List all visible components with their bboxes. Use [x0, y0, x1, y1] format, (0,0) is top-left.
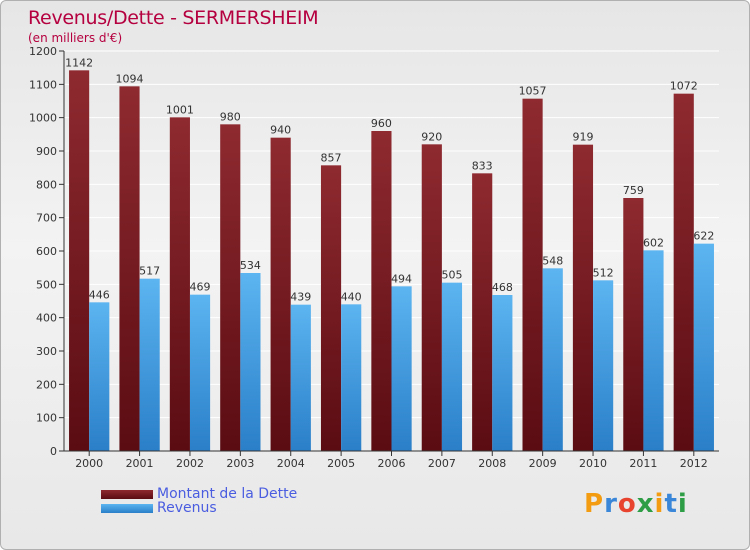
bar-debt	[421, 144, 442, 452]
data-label-revenus: 469	[190, 281, 211, 294]
data-label-revenus: 439	[290, 291, 311, 304]
y-tick-label: 100	[36, 412, 57, 425]
data-label-debt: 1001	[166, 103, 194, 116]
data-label-revenus: 517	[139, 265, 160, 278]
legend-label-revenus: Revenus	[157, 500, 217, 516]
data-label-revenus: 468	[492, 281, 513, 294]
bar-revenus	[139, 278, 160, 451]
logo-letter: P	[584, 489, 605, 519]
x-tick-label: 2012	[680, 457, 708, 470]
y-tick-label: 500	[36, 278, 57, 291]
bar-debt	[220, 124, 241, 451]
bar-debt	[522, 98, 543, 452]
logo-letter: i	[654, 489, 665, 519]
bar-debt	[69, 70, 90, 451]
legend-swatch-debt	[101, 490, 153, 499]
bar-debt	[169, 117, 190, 451]
bar-revenus	[391, 286, 412, 451]
data-label-debt: 960	[371, 117, 392, 130]
x-tick-label: 2007	[428, 457, 456, 470]
y-tick-label: 0	[50, 445, 57, 458]
x-tick-label: 2006	[378, 457, 406, 470]
data-label-revenus: 446	[89, 288, 110, 301]
chart-subtitle: (en milliers d'€)	[28, 31, 123, 45]
bar-revenus	[441, 282, 463, 451]
data-label-debt: 1094	[116, 72, 144, 85]
logo-letter: r	[604, 489, 618, 519]
bar-revenus	[643, 250, 664, 451]
bar-debt	[572, 144, 594, 451]
x-tick-label: 2005	[327, 457, 355, 470]
bar-debt	[320, 165, 342, 452]
x-tick-label: 2008	[478, 457, 506, 470]
bar-debt	[623, 198, 644, 451]
y-tick-label: 1000	[29, 112, 57, 125]
logo-letter: t	[664, 489, 678, 519]
bar-revenus	[542, 268, 563, 451]
data-label-debt: 940	[270, 124, 291, 137]
x-tick-label: 2002	[176, 457, 204, 470]
x-tick-label: 2004	[277, 457, 305, 470]
legend-label-debt: Montant de la Dette	[157, 486, 298, 502]
x-tick-label: 2000	[75, 457, 103, 470]
data-label-revenus: 548	[542, 254, 563, 267]
bar-revenus	[593, 280, 614, 451]
data-label-debt: 1142	[65, 56, 93, 69]
legend-item-revenus: Revenus	[101, 500, 401, 517]
y-tick-label: 600	[36, 245, 57, 258]
data-label-debt: 1072	[670, 80, 698, 93]
y-tick-label: 1200	[29, 45, 57, 58]
y-tick-label: 200	[36, 378, 57, 391]
x-tick-label: 2011	[629, 457, 657, 470]
data-label-revenus: 622	[693, 230, 714, 243]
data-label-revenus: 440	[341, 290, 362, 303]
y-tick-label: 300	[36, 345, 57, 358]
y-tick-label: 900	[36, 145, 57, 158]
chart-title: Revenus/Dette - SERMERSHEIM	[28, 7, 319, 29]
x-tick-label: 2001	[126, 457, 154, 470]
data-label-debt: 759	[623, 184, 644, 197]
x-tick-label: 2009	[529, 457, 557, 470]
bar-revenus	[89, 302, 110, 451]
y-tick-label: 800	[36, 178, 57, 191]
data-label-revenus: 494	[391, 272, 412, 285]
data-label-revenus: 512	[593, 266, 614, 279]
bar-debt	[119, 86, 140, 451]
bar-revenus	[290, 304, 311, 451]
data-label-revenus: 534	[240, 259, 261, 272]
data-label-revenus: 602	[643, 236, 664, 249]
legend-item-debt: Montant de la Dette	[101, 486, 401, 503]
data-label-debt: 833	[472, 159, 493, 172]
bar-revenus	[189, 294, 211, 451]
bar-debt	[270, 137, 291, 451]
data-label-debt: 920	[421, 130, 442, 143]
bar-debt	[371, 131, 392, 451]
bar-revenus	[693, 243, 714, 451]
data-label-debt: 980	[220, 110, 241, 123]
legend-swatch-revenus	[101, 504, 153, 513]
logo-letter: o	[617, 489, 637, 519]
y-tick-label: 400	[36, 312, 57, 325]
y-tick-label: 700	[36, 212, 57, 225]
bar-revenus	[240, 273, 261, 451]
x-tick-label: 2010	[579, 457, 607, 470]
bar-revenus	[492, 295, 513, 451]
bar-revenus	[341, 304, 362, 451]
proxiti-logo: Proxiti	[584, 489, 688, 519]
bar-debt	[472, 173, 493, 452]
data-label-debt: 1057	[519, 85, 547, 98]
x-tick-label: 2003	[226, 457, 254, 470]
data-label-revenus: 505	[441, 269, 462, 282]
logo-letter: x	[636, 489, 655, 519]
bar-debt	[673, 93, 694, 452]
y-tick-label: 1100	[29, 78, 57, 91]
data-label-debt: 919	[572, 131, 593, 144]
data-label-debt: 857	[321, 151, 342, 164]
logo-letter: i	[677, 489, 688, 519]
